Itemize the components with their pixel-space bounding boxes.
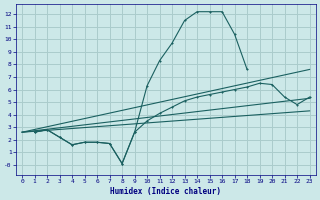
X-axis label: Humidex (Indice chaleur): Humidex (Indice chaleur) — [110, 187, 221, 196]
